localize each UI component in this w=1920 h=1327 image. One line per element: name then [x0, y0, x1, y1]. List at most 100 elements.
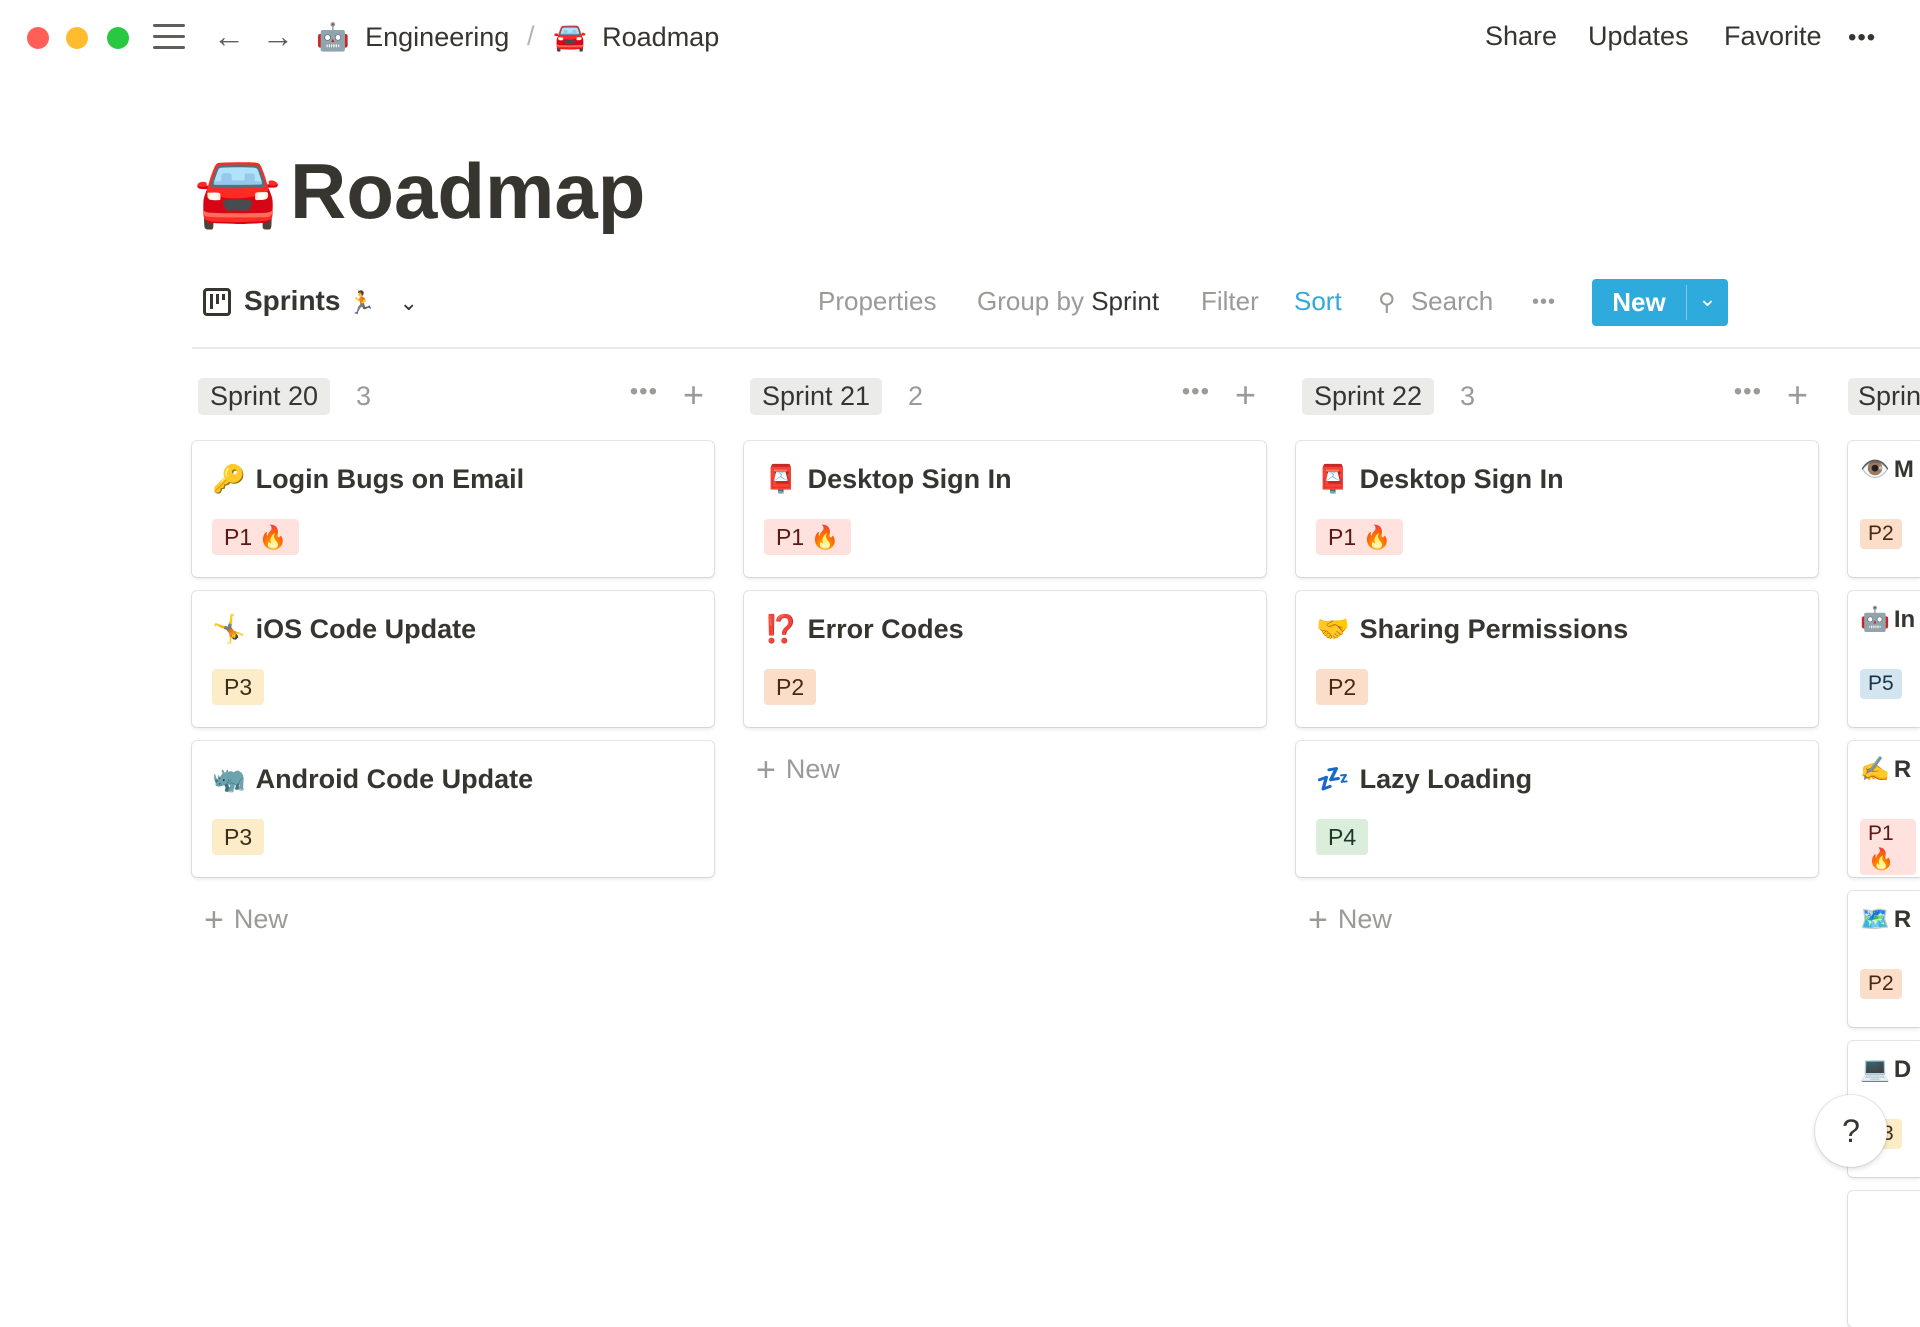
priority-tag: P4	[1316, 819, 1369, 855]
card-title: 🦏 Android Code Update	[212, 763, 533, 795]
board-card[interactable]: 📮 Desktop Sign In P1 🔥	[1296, 441, 1818, 577]
card-title: 🔑 Login Bugs on Email	[212, 463, 524, 495]
sort-button[interactable]: Sort	[1294, 286, 1342, 316]
new-label: New	[1337, 904, 1392, 934]
card-emoji-icon: 🦏	[212, 764, 246, 795]
breadcrumb-roadmap[interactable]: 🚘 Roadmap	[553, 21, 719, 53]
card-title: 👁️ M	[1860, 455, 1920, 484]
share-button[interactable]: Share	[1485, 21, 1558, 51]
breadcrumb-engineering[interactable]: 🤖 Engineering	[316, 21, 509, 53]
new-dropdown-chevron-icon[interactable]: ⌄	[1698, 286, 1717, 311]
column-group-tag[interactable]: Sprint 21	[750, 378, 883, 415]
breadcrumb-label: Engineering	[365, 22, 510, 52]
help-button[interactable]: ?	[1815, 1095, 1887, 1167]
board-card[interactable]: 🦏 Android Code Update P3	[192, 741, 714, 877]
card-title: 🤸 iOS Code Update	[212, 613, 476, 645]
column-group-tag[interactable]: Sprin	[1848, 378, 1920, 415]
column-group-tag[interactable]: Sprint 22	[1302, 378, 1435, 415]
column-add-icon[interactable]: +	[1786, 374, 1808, 415]
board-card[interactable]: 🔑 Login Bugs on Email P1 🔥	[192, 441, 714, 577]
updates-button[interactable]: Updates	[1588, 21, 1689, 51]
page-title[interactable]: Roadmap	[290, 147, 646, 235]
priority-tag: P2	[1860, 519, 1902, 549]
new-label: New	[785, 754, 840, 784]
breadcrumb-label: Roadmap	[602, 22, 720, 52]
group-by-value: Sprint	[1091, 286, 1160, 316]
search-button[interactable]: ⚲ Search	[1378, 286, 1493, 317]
card-title: 💻 D	[1860, 1055, 1920, 1084]
board-column: Sprint 20 3 ••• + 🔑 Login Bugs on Email P1…	[192, 374, 714, 939]
board-card[interactable]: 📮 Desktop Sign In P1 🔥	[744, 441, 1266, 577]
card-title: 🤝 Sharing Permissions	[1316, 613, 1628, 645]
board-card[interactable]: ✍️ R P1 🔥	[1848, 741, 1920, 877]
card-title: ✍️ R	[1860, 755, 1920, 784]
card-title: ⁉️ Error Codes	[764, 613, 964, 645]
card-title-text: Lazy Loading	[1359, 764, 1533, 794]
column-group-tag[interactable]: Sprint 20	[198, 378, 331, 415]
plus-icon: +	[1308, 901, 1328, 939]
toolbar-divider	[192, 347, 1920, 349]
minimize-window-button[interactable]	[66, 27, 88, 49]
card-emoji-icon: 🔑	[212, 464, 246, 495]
priority-tag: P1 🔥	[212, 519, 300, 555]
priority-tag: P3	[212, 669, 265, 705]
card-emoji-icon: 📮	[764, 464, 798, 495]
board-column: Sprin 👁️M P2 🤖In P5 ✍️R P1 🔥 🗺️R P2 💻D P…	[1848, 376, 1920, 1327]
card-title-text: Sharing Permissions	[1359, 614, 1629, 644]
view-selector[interactable]: Sprints 🏃 ⌄	[244, 285, 418, 317]
column-header: Sprint 22 3 ••• +	[1296, 374, 1818, 416]
card-title-text: Desktop Sign In	[1359, 464, 1564, 494]
add-card-button[interactable]: + New	[756, 751, 840, 790]
priority-tag: P3	[212, 819, 265, 855]
column-add-icon[interactable]: +	[682, 374, 704, 415]
priority-tag: P1 🔥	[764, 519, 852, 555]
column-more-icon[interactable]: •••	[1733, 378, 1762, 405]
board-card[interactable]: 👁️ M P2	[1848, 441, 1920, 577]
column-header: Sprint 21 2 ••• +	[744, 374, 1266, 416]
card-title-text: R	[1893, 756, 1912, 783]
column-more-icon[interactable]: •••	[1181, 378, 1210, 405]
card-title-text: Android Code Update	[255, 764, 534, 794]
sidebar-menu-icon[interactable]	[153, 24, 185, 49]
filter-button[interactable]: Filter	[1201, 286, 1259, 316]
car-icon: 🚘	[553, 22, 587, 53]
runner-icon: 🏃	[348, 291, 376, 316]
new-button[interactable]: New	[1612, 287, 1666, 317]
card-emoji-icon: ✍️	[1860, 755, 1890, 783]
close-window-button[interactable]	[27, 27, 49, 49]
priority-tag: P5	[1860, 669, 1902, 699]
board-card[interactable]: 🗺️ R P2	[1848, 891, 1920, 1027]
column-count: 3	[1460, 381, 1476, 411]
column-header: Sprin	[1848, 376, 1920, 416]
board-card[interactable]: 🤸 iOS Code Update P3	[192, 591, 714, 727]
column-more-icon[interactable]: •••	[629, 378, 658, 405]
card-title: 💤 Lazy Loading	[1316, 763, 1532, 795]
card-emoji-icon: ⁉️	[764, 614, 798, 645]
more-options-icon[interactable]: •••	[1848, 24, 1877, 51]
board-card[interactable]	[1848, 1191, 1920, 1327]
card-title-text: R	[1893, 906, 1912, 933]
card-emoji-icon: 👁️	[1860, 455, 1890, 483]
add-card-button[interactable]: + New	[1308, 901, 1392, 940]
card-emoji-icon: 🤖	[1860, 605, 1890, 633]
search-label: Search	[1410, 286, 1494, 316]
maximize-window-button[interactable]	[107, 27, 129, 49]
board-card[interactable]: 🤖 In P5	[1848, 591, 1920, 727]
board-card[interactable]: 💤 Lazy Loading P4	[1296, 741, 1818, 877]
properties-button[interactable]: Properties	[818, 286, 937, 316]
card-title-text: iOS Code Update	[255, 614, 477, 644]
group-by-button[interactable]: Group by Sprint	[977, 286, 1159, 317]
toolbar-more-icon[interactable]: •••	[1532, 291, 1557, 313]
back-arrow-icon[interactable]: ←	[213, 18, 245, 54]
forward-arrow-icon[interactable]: →	[262, 18, 294, 54]
priority-tag: P2	[1860, 969, 1902, 999]
column-add-icon[interactable]: +	[1234, 374, 1256, 415]
card-title-text: Desktop Sign In	[807, 464, 1012, 494]
favorite-button[interactable]: Favorite	[1724, 21, 1822, 51]
add-card-button[interactable]: + New	[204, 901, 288, 940]
card-title-text: Error Codes	[807, 614, 964, 644]
board-card[interactable]: 🤝 Sharing Permissions P2	[1296, 591, 1818, 727]
board-card[interactable]: ⁉️ Error Codes P2	[744, 591, 1266, 727]
card-title: 📮 Desktop Sign In	[764, 463, 1012, 495]
page-icon[interactable]: 🚘	[194, 150, 282, 232]
